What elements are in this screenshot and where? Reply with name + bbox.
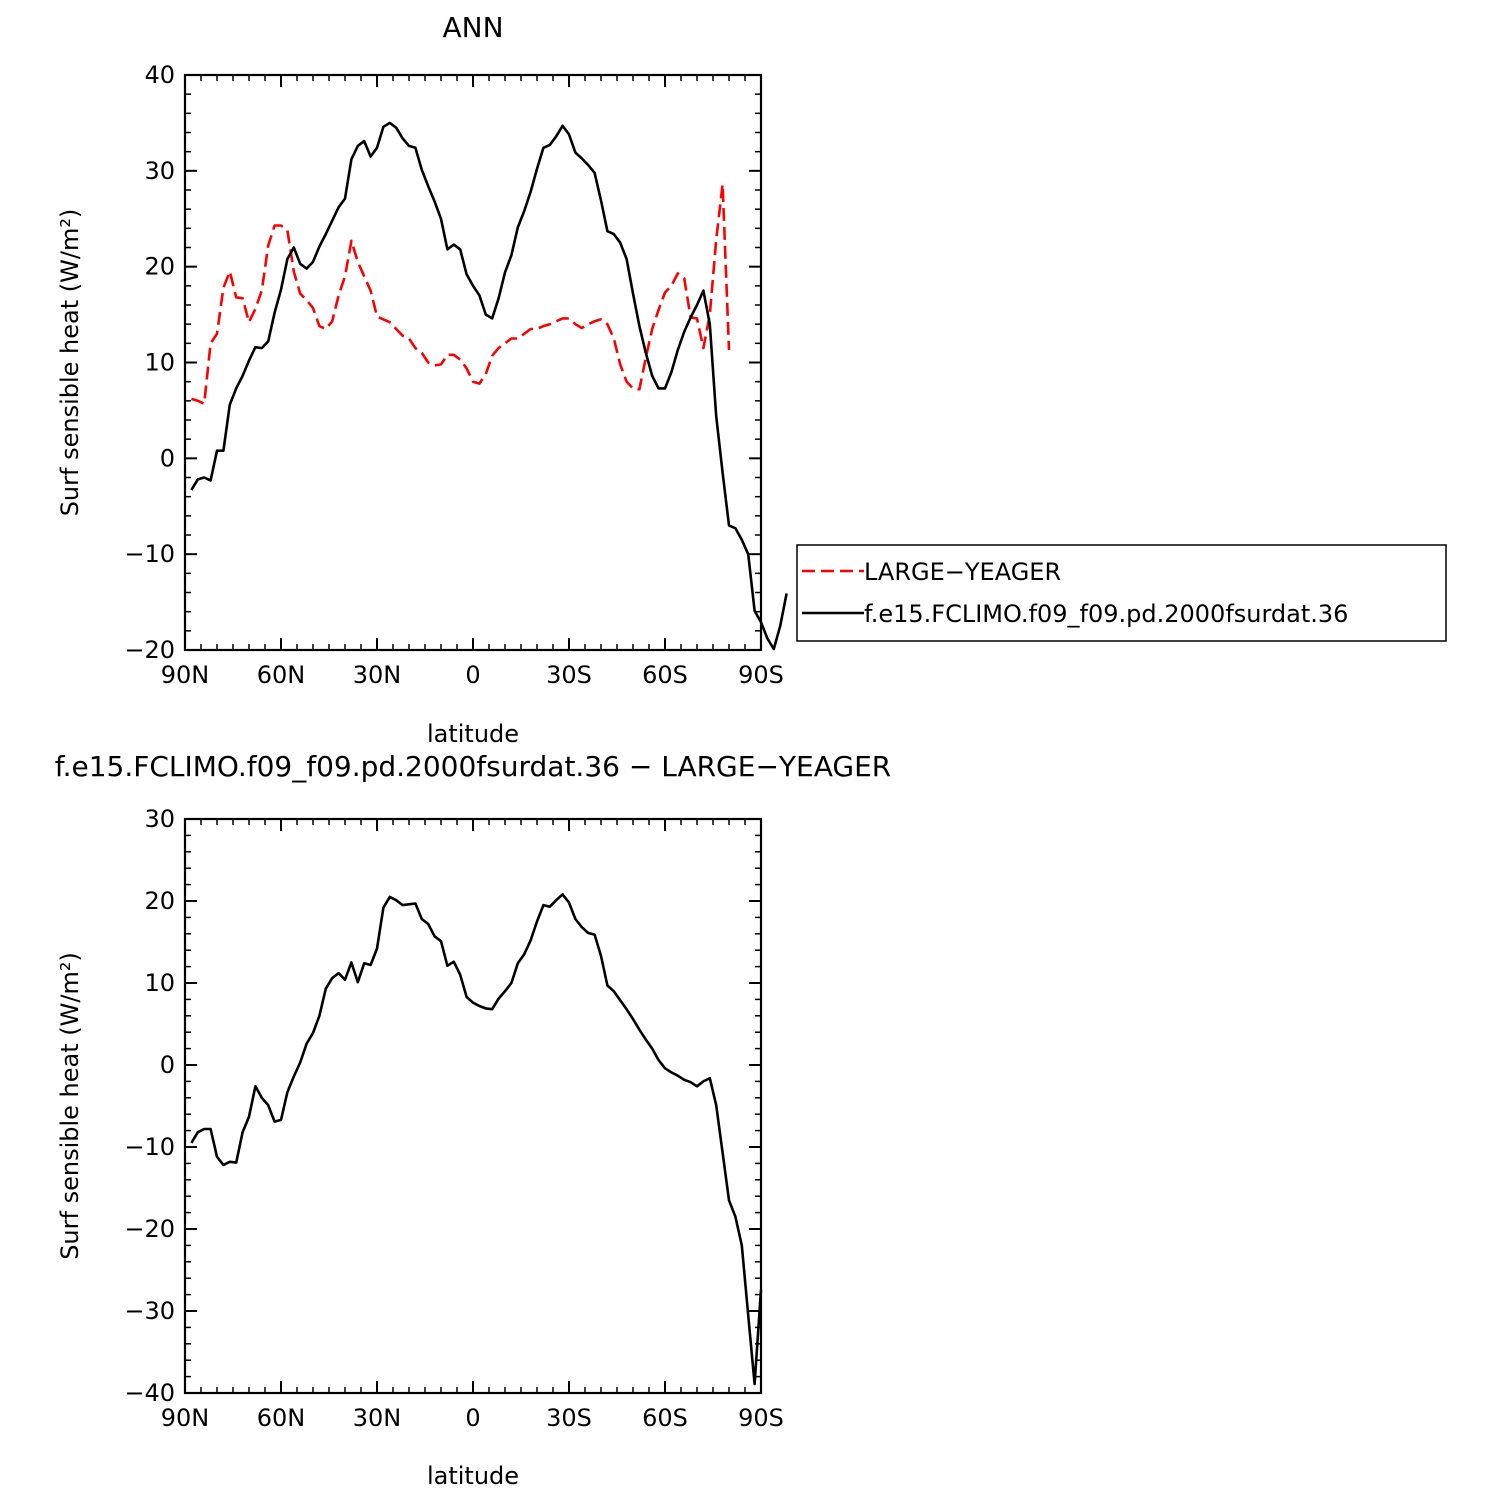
y-tick-label: 20 <box>144 253 175 281</box>
series-line-1 <box>190 893 763 1386</box>
x-tick-label: 60N <box>257 661 306 689</box>
x-tick-label: 0 <box>465 661 480 689</box>
y-tick-label: 30 <box>144 157 175 185</box>
x-axis-label: latitude <box>427 720 519 748</box>
x-axis-label: latitude <box>427 1462 519 1490</box>
y-axis-label: Surf sensible heat (W/m²) <box>56 952 84 1260</box>
minor-ticks <box>185 819 761 1393</box>
x-tick-label: 30N <box>353 661 402 689</box>
y-tick-label: −20 <box>124 636 175 664</box>
legend: LARGE−YEAGER f.e15.FCLIMO.f09_f09.pd.200… <box>796 544 1447 642</box>
minor-ticks <box>185 75 761 650</box>
difference-panel: f.e15.FCLIMO.f09_f09.pd.2000fsurdat.36 −… <box>55 750 891 1490</box>
legend-box <box>796 544 1447 642</box>
x-tick-label: 30S <box>546 661 592 689</box>
x-tick-label: 60S <box>642 661 688 689</box>
series-line-1 <box>191 182 731 405</box>
y-tick-label: 0 <box>160 444 175 472</box>
x-tick-label: 60S <box>642 1404 688 1432</box>
plot-frame <box>183 817 763 1395</box>
y-tick-label: −40 <box>124 1379 175 1407</box>
y-tick-label: −20 <box>124 1215 175 1243</box>
y-tick-label: −10 <box>124 540 175 568</box>
chart-title: ANN <box>442 11 503 44</box>
y-tick-label: 40 <box>144 61 175 89</box>
x-tick-label: 0 <box>465 1404 480 1432</box>
x-tick-label: 90S <box>738 1404 784 1432</box>
y-tick-label: 10 <box>144 349 175 377</box>
y-tick-label: −30 <box>124 1297 175 1325</box>
x-tick-label: 60N <box>257 1404 306 1432</box>
x-tick-label: 30N <box>353 1404 402 1432</box>
legend-label: f.e15.FCLIMO.f09_f09.pd.2000fsurdat.36 <box>864 600 1348 628</box>
x-tick-label: 90S <box>738 661 784 689</box>
y-tick-label: 20 <box>144 887 175 915</box>
chart-title: f.e15.FCLIMO.f09_f09.pd.2000fsurdat.36 −… <box>55 750 891 783</box>
x-tick-label: 30S <box>546 1404 592 1432</box>
y-tick-label: 10 <box>144 969 175 997</box>
legend-label: LARGE−YEAGER <box>864 558 1061 586</box>
y-tick-label: −10 <box>124 1133 175 1161</box>
series-line-2 <box>190 121 788 651</box>
ann-panel: ANN latitude Surf sensible heat (W/m²) 9… <box>56 11 788 748</box>
y-tick-label: 0 <box>160 1051 175 1079</box>
y-axis-label: Surf sensible heat (W/m²) <box>56 209 84 517</box>
x-tick-label: 90N <box>161 661 210 689</box>
y-tick-label: 30 <box>144 805 175 833</box>
x-tick-label: 90N <box>161 1404 210 1432</box>
